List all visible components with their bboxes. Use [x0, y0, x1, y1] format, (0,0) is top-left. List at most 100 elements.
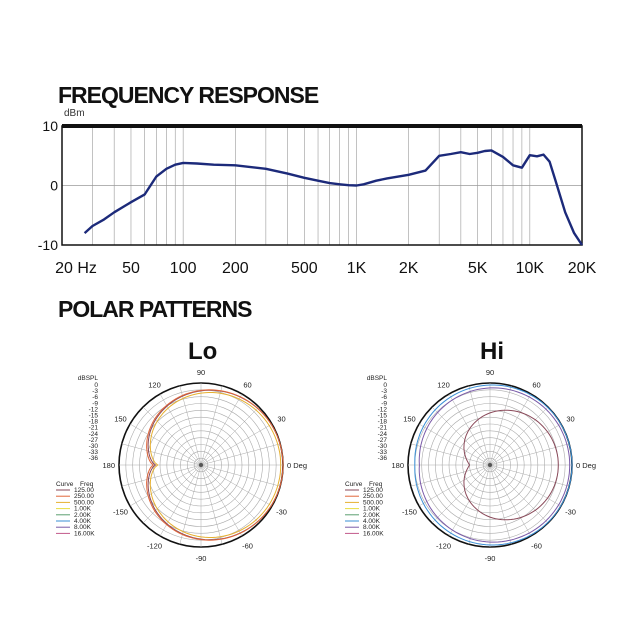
- angle-label: 150: [114, 415, 127, 424]
- db-tick-label: -9: [92, 400, 98, 407]
- db-tick-label: -18: [89, 419, 99, 426]
- angle-label: 0 Deg: [287, 461, 307, 470]
- polar-spoke: [431, 464, 491, 524]
- db-unit-label: dBSPL: [78, 375, 99, 382]
- polar-spoke: [489, 464, 562, 507]
- polar-patterns-title: POLAR PATTERNS: [58, 296, 252, 322]
- polar-spoke: [489, 464, 512, 545]
- db-tick-label: -6: [92, 394, 98, 401]
- angle-label: 30: [277, 415, 285, 424]
- polar-curve: [149, 392, 282, 538]
- x-tick-label: 50: [122, 260, 140, 277]
- lo-polar-title: Lo: [188, 338, 218, 365]
- legend-freq-label: 8.00K: [363, 524, 381, 531]
- polar-spoke: [489, 464, 532, 537]
- db-tick-label: -30: [89, 443, 99, 450]
- legend-freq-label: 500.00: [74, 499, 94, 506]
- polar-curve: [414, 384, 573, 546]
- polar-spoke: [121, 443, 202, 466]
- polar-spoke: [200, 464, 273, 507]
- legend-freq-label: 250.00: [74, 493, 94, 500]
- angle-label: 60: [243, 380, 251, 389]
- polar-spoke: [200, 385, 223, 466]
- db-tick-label: -12: [89, 406, 99, 413]
- angle-label: 90: [197, 368, 205, 377]
- polar-spoke: [200, 464, 281, 487]
- polar-spoke: [468, 464, 491, 545]
- legend-freq-label: 1.00K: [363, 506, 381, 513]
- legend-freq-label: 500.00: [363, 499, 383, 506]
- db-tick-label: -3: [92, 388, 98, 395]
- polar-spoke: [200, 443, 281, 466]
- angle-label: 150: [403, 415, 416, 424]
- db-tick-label: -27: [89, 437, 99, 444]
- angle-label: -90: [196, 554, 207, 563]
- angle-label: -120: [147, 542, 162, 551]
- db-tick-label: 0: [383, 382, 387, 389]
- polar-center: [488, 463, 492, 467]
- angle-label: 90: [486, 368, 494, 377]
- db-tick-label: -33: [89, 449, 99, 456]
- angle-label: 180: [391, 461, 404, 470]
- angle-label: 60: [532, 380, 540, 389]
- polar-spoke: [142, 406, 202, 466]
- angle-label: -150: [402, 508, 417, 517]
- db-tick-label: -24: [89, 431, 99, 438]
- legend-curve-header: Curve: [56, 481, 74, 488]
- polar-spoke: [200, 406, 260, 466]
- db-tick-label: -33: [378, 449, 388, 456]
- polar-curve: [418, 387, 571, 543]
- y-tick-label: -10: [38, 237, 58, 253]
- polar-spoke: [489, 406, 549, 466]
- polar-spoke: [489, 423, 562, 466]
- polar-spoke: [489, 464, 549, 524]
- db-tick-label: -36: [378, 455, 388, 462]
- polar-spoke: [410, 443, 491, 466]
- angle-label: 30: [566, 415, 574, 424]
- polar-spoke: [431, 406, 491, 466]
- angle-label: -90: [485, 554, 496, 563]
- angle-label: -30: [565, 508, 576, 517]
- polar-spoke: [200, 393, 243, 466]
- legend-freq-label: 8.00K: [74, 524, 92, 531]
- db-tick-label: -3: [381, 388, 387, 395]
- polar-spoke: [129, 464, 202, 507]
- polar-spoke: [179, 464, 202, 545]
- x-tick-label: 20 Hz: [55, 260, 97, 277]
- legend-freq-label: 2.00K: [363, 512, 381, 519]
- angle-label: -30: [276, 508, 287, 517]
- legend-curve-header: Curve: [345, 481, 363, 488]
- polar-spoke: [200, 464, 260, 524]
- legend-freq-label: 16.00K: [363, 530, 384, 537]
- x-tick-label: 500: [291, 260, 318, 277]
- polar-spoke: [129, 423, 202, 466]
- legend-freq-label: 2.00K: [74, 512, 92, 519]
- polar-spoke: [142, 464, 202, 524]
- db-tick-label: -18: [378, 419, 388, 426]
- polar-spoke: [200, 423, 273, 466]
- frequency-response-title: FREQUENCY RESPONSE: [58, 82, 319, 108]
- db-tick-label: -12: [378, 406, 388, 413]
- y-unit-label: dBm: [64, 108, 85, 119]
- angle-label: -150: [113, 508, 128, 517]
- db-tick-label: -36: [89, 455, 99, 462]
- db-tick-label: -15: [89, 413, 99, 420]
- angle-label: -60: [242, 542, 253, 551]
- db-tick-label: -9: [381, 400, 387, 407]
- x-tick-label: 200: [222, 260, 249, 277]
- polar-spoke: [200, 464, 223, 545]
- angle-label: 0 Deg: [576, 461, 596, 470]
- db-tick-label: 0: [94, 382, 98, 389]
- polar-spoke: [489, 464, 570, 487]
- polar-center: [199, 463, 203, 467]
- x-tick-label: 10K: [516, 260, 545, 277]
- y-tick-label: 0: [50, 178, 58, 194]
- polar-spoke: [179, 385, 202, 466]
- polar-curve: [146, 389, 284, 541]
- angle-label: 120: [148, 380, 161, 389]
- legend-freq-header: Freq: [80, 481, 94, 488]
- polar-spoke: [121, 464, 202, 487]
- db-tick-label: -21: [378, 425, 388, 432]
